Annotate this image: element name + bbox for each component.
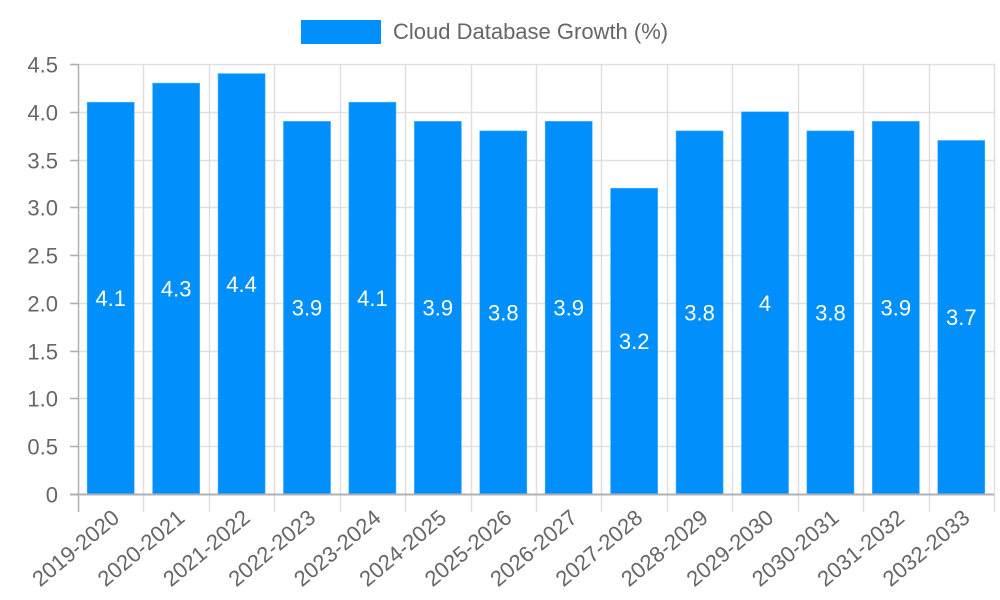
bar-value-label: 4.1	[357, 286, 388, 311]
y-axis-ticks: 0 0.5 1.0 1.5 2.0 2.5 3.0 3.5 4.0 4.5	[27, 53, 58, 508]
bar[interactable]	[544, 121, 593, 495]
legend-label: Cloud Database Growth (%)	[393, 19, 669, 44]
y-tick-label: 0	[46, 483, 58, 508]
bar[interactable]	[610, 187, 658, 495]
bar[interactable]	[283, 121, 331, 495]
bar-value-label: 3.9	[881, 296, 912, 321]
y-tick-label: 1.5	[27, 340, 58, 365]
y-tick-label: 2.5	[27, 244, 58, 269]
y-tick-label: 2.0	[27, 292, 58, 317]
bar-value-label: 4	[759, 291, 771, 316]
bar-value-label: 4.3	[161, 277, 192, 302]
bar-series	[86, 73, 986, 495]
bar[interactable]	[86, 101, 135, 495]
bar-value-label: 3.2	[619, 329, 650, 354]
y-tick-label: 3.0	[27, 196, 58, 221]
y-tick-label: 1.0	[27, 387, 58, 412]
grid-lines	[70, 63, 996, 512]
bar[interactable]	[675, 130, 724, 495]
bar-value-label: 3.9	[553, 296, 584, 321]
bar[interactable]	[152, 82, 200, 495]
bar[interactable]	[217, 73, 266, 495]
bar[interactable]	[479, 130, 528, 495]
bar-value-label: 3.8	[684, 300, 715, 325]
y-tick-label: 4.5	[27, 53, 58, 78]
bar-value-label: 4.1	[95, 286, 126, 311]
y-tick-label: 3.5	[27, 149, 58, 174]
bar[interactable]	[872, 121, 920, 495]
chart-legend[interactable]: Cloud Database Growth (%)	[301, 19, 668, 45]
bar[interactable]	[937, 140, 986, 495]
y-tick-label: 0.5	[27, 435, 58, 460]
bar[interactable]	[741, 111, 789, 495]
bar-value-label: 3.9	[292, 296, 323, 321]
bar-value-label: 3.8	[815, 300, 846, 325]
y-tick-label: 4.0	[27, 101, 58, 126]
legend-swatch	[301, 20, 381, 44]
bar-value-label: 3.7	[946, 305, 977, 330]
x-axis-ticks: 2019-20202020-20212021-20222022-20232023…	[27, 505, 974, 592]
bar-value-label: 4.4	[226, 272, 257, 297]
bar[interactable]	[414, 121, 462, 495]
bar-value-label: 3.8	[488, 300, 519, 325]
bar[interactable]	[806, 130, 855, 495]
axes	[70, 63, 994, 512]
data-labels: 4.1 4.3 4.4 3.9 4.1 3.9 3.8 3.9 3.2 3.8 4 3.8 3.9 3.7	[95, 272, 976, 354]
bar-value-label: 3.9	[423, 296, 454, 321]
